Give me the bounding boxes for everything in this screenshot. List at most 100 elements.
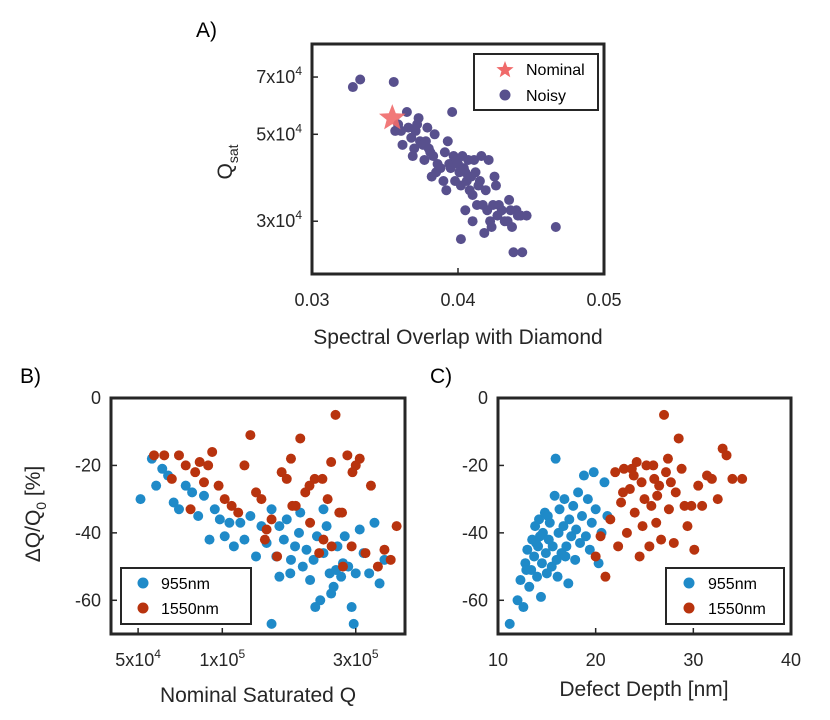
955nm-point bbox=[364, 568, 375, 579]
1550nm-point bbox=[317, 473, 328, 484]
1550nm-point bbox=[259, 534, 270, 545]
panel-c-x-ticks: 10 20 30 40 bbox=[488, 628, 801, 670]
1550nm-point bbox=[256, 494, 267, 505]
noisy-point bbox=[486, 221, 497, 232]
noisy-point bbox=[397, 139, 408, 150]
1550nm-point bbox=[693, 480, 704, 491]
955nm-point bbox=[590, 504, 601, 515]
1550nm-point bbox=[697, 500, 708, 511]
legend-955nm-marker-icon bbox=[683, 577, 695, 589]
955nm-point bbox=[584, 544, 595, 555]
955nm-point bbox=[214, 514, 225, 525]
noisy-point bbox=[490, 180, 501, 191]
1550nm-point bbox=[213, 480, 224, 491]
1550nm-point bbox=[662, 453, 673, 464]
noisy-point bbox=[428, 151, 439, 162]
955nm-point bbox=[576, 511, 587, 521]
y-tick-label: 5x104 bbox=[256, 121, 302, 144]
1550nm-point bbox=[634, 551, 645, 562]
1550nm-point bbox=[185, 504, 196, 515]
1550nm-point bbox=[652, 490, 663, 501]
955nm-point bbox=[354, 524, 365, 535]
noisy-point bbox=[550, 221, 561, 232]
955nm-point bbox=[552, 571, 563, 582]
1550nm-point bbox=[251, 487, 262, 498]
955nm-point bbox=[588, 467, 599, 478]
955nm-point bbox=[135, 494, 146, 505]
955nm-point bbox=[515, 575, 526, 586]
955nm-point bbox=[224, 517, 235, 528]
955nm-point bbox=[305, 575, 316, 586]
955nm-point bbox=[570, 554, 581, 565]
955nm-point bbox=[198, 490, 209, 501]
955nm-point bbox=[245, 511, 256, 521]
955nm-point bbox=[239, 534, 250, 545]
noisy-point bbox=[435, 163, 446, 174]
1550nm-point bbox=[226, 500, 237, 511]
legend-1550nm-marker-icon bbox=[137, 602, 149, 614]
955nm-point bbox=[157, 463, 168, 474]
panel-b-frame bbox=[109, 396, 407, 636]
955nm-point bbox=[266, 504, 277, 515]
panel-c-legend: 955nm 1550nm bbox=[665, 567, 785, 625]
panel-b-y-ticks: 0 -20 -40 -60 bbox=[75, 388, 117, 610]
955nm-point bbox=[558, 521, 569, 532]
1550nm-point bbox=[706, 473, 717, 484]
955nm-point bbox=[586, 517, 597, 528]
1550nm-point bbox=[637, 521, 648, 532]
955nm-point bbox=[339, 531, 350, 542]
panel-label-a: A) bbox=[196, 19, 217, 42]
panel-b-legend-box bbox=[120, 567, 252, 625]
panel-label-b: B) bbox=[20, 365, 41, 388]
955nm-point bbox=[563, 578, 574, 589]
1550nm-point bbox=[668, 537, 679, 548]
1550nm-point bbox=[605, 514, 616, 525]
panel-b-legend: 955nm 1550nm bbox=[120, 567, 252, 625]
955nm-point bbox=[571, 524, 582, 535]
noisy-point bbox=[474, 175, 485, 186]
1550nm-point bbox=[207, 446, 218, 457]
noisy-point bbox=[439, 147, 450, 158]
955nm-point bbox=[532, 571, 543, 582]
1550nm-point bbox=[166, 473, 177, 484]
955nm-point bbox=[228, 541, 239, 552]
955nm-point bbox=[204, 534, 215, 545]
955nm-point bbox=[235, 517, 246, 528]
1550nm-point bbox=[613, 541, 624, 552]
1550nm-point bbox=[159, 450, 170, 461]
noisy-point bbox=[455, 234, 466, 245]
1550nm-point bbox=[372, 561, 383, 572]
955nm-point bbox=[536, 558, 547, 569]
1550nm-point bbox=[322, 494, 333, 505]
panel-c-y-ticks: 0 -20 -40 -60 bbox=[462, 388, 504, 610]
1550nm-point bbox=[660, 467, 671, 478]
panel-a-legend-box bbox=[473, 53, 599, 111]
1550nm-point bbox=[618, 487, 629, 498]
1550nm-point bbox=[636, 477, 647, 488]
955nm-point bbox=[310, 602, 321, 613]
1550nm-point bbox=[659, 409, 670, 420]
955nm-point bbox=[168, 497, 179, 508]
1550nm-point bbox=[326, 457, 337, 468]
1550nm-point bbox=[391, 521, 402, 532]
noisy-point bbox=[483, 154, 494, 165]
955nm-point bbox=[281, 514, 292, 525]
panel-a-x-ticks: 0.03 0.04 0.05 bbox=[294, 268, 622, 310]
1550nm-point bbox=[198, 477, 209, 488]
955nm-point bbox=[293, 527, 304, 538]
1550nm-point bbox=[665, 477, 676, 488]
1550nm-point bbox=[654, 480, 665, 491]
y-tick-label: -20 bbox=[462, 455, 488, 475]
nominal-point bbox=[379, 104, 406, 130]
noisy-point bbox=[460, 205, 471, 216]
y-tick-label: 7x104 bbox=[256, 64, 302, 87]
noisy-point bbox=[422, 122, 433, 133]
1550nm-point bbox=[686, 500, 697, 511]
panel-a-y-label: Qsat bbox=[214, 144, 241, 179]
1550nm-point bbox=[727, 473, 738, 484]
1550nm-point bbox=[239, 460, 250, 471]
noisy-point bbox=[470, 167, 481, 178]
noisy-point bbox=[409, 143, 420, 154]
y-tick-label: -60 bbox=[462, 590, 488, 610]
